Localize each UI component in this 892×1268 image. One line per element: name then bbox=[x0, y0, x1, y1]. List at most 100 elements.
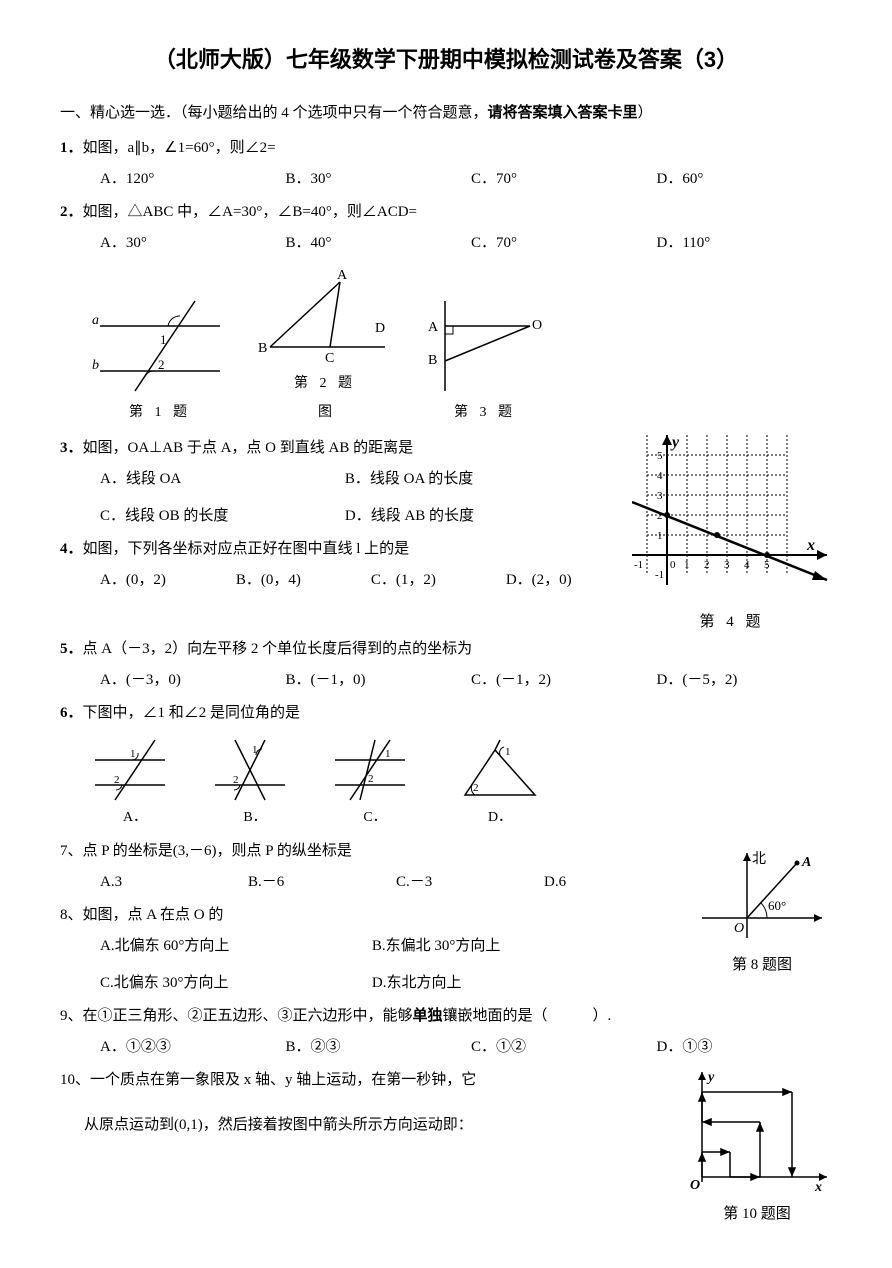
q3-opt-c: C．线段 OB 的长度 bbox=[100, 503, 335, 530]
q3-opt-a: A．线段 OA bbox=[100, 466, 335, 493]
q-num: 10、 bbox=[60, 1072, 90, 1088]
q-num: 7、 bbox=[60, 843, 83, 859]
label-B: B bbox=[428, 353, 437, 368]
q-num: 9、 bbox=[60, 1008, 83, 1024]
page-title: （北师大版）七年级数学下册期中模拟检测试卷及答案（3） bbox=[60, 40, 832, 80]
q7-opt-a: A.3 bbox=[100, 869, 238, 896]
question-9: 9、在①正三角形、②正五边形、③正六边形中，能够单独镶嵌地面的是（ ）. A．①… bbox=[60, 1003, 832, 1061]
svg-text:2: 2 bbox=[473, 782, 479, 794]
section-header: 一、精心选一选．（每小题给出的 4 个选项中只有一个符合题意，请将答案填入答案卡… bbox=[60, 100, 832, 127]
q5-opt-a: A．(－3，0) bbox=[100, 667, 276, 694]
q9-suffix: 镶嵌地面的是（ ）. bbox=[443, 1008, 612, 1024]
q-text: 点 P 的坐标是(3,－6)，则点 P 的纵坐标是 bbox=[83, 843, 352, 859]
label-D: D bbox=[375, 321, 385, 336]
q-text: 如图，点 A 在点 O 的 bbox=[83, 907, 224, 923]
fig2-label: 第 2 题 bbox=[250, 371, 400, 396]
label-x: x bbox=[814, 1180, 822, 1195]
q1-opt-c: C．70° bbox=[471, 166, 647, 193]
q-num: 8、 bbox=[60, 907, 83, 923]
label-a: a bbox=[92, 313, 99, 328]
section-prefix: 一、精心选一选．（每小题给出的 4 个选项中只有一个符合题意， bbox=[60, 105, 488, 121]
q5-opt-d: D．(－5，2) bbox=[657, 667, 833, 694]
question-3: 3．如图，OA⊥AB 于点 A，点 O 到直线 AB 的距离是 A．线段 OA … bbox=[60, 435, 832, 530]
label-b: b bbox=[92, 358, 99, 373]
q9-opt-a: A．①②③ bbox=[100, 1034, 276, 1061]
q1-opt-a: A．120° bbox=[100, 166, 276, 193]
label-1: 1 bbox=[160, 332, 167, 347]
question-2: 2．如图，△ABC 中，∠A=30°，∠B=40°，则∠ACD= A．30° B… bbox=[60, 199, 832, 257]
q6-fig-d: 1 2 D． bbox=[450, 735, 550, 830]
figures-row-1: a b 1 2 第 1 题 A B C D 第 2 题 图 A bbox=[90, 267, 832, 425]
question-6: 6．下图中，∠1 和∠2 是同位角的是 12 A． 12 B． 12 C． 12… bbox=[60, 700, 832, 830]
q-num: 1． bbox=[60, 140, 83, 156]
q3-opt-b: B．线段 OA 的长度 bbox=[345, 466, 580, 493]
fig1-label: 第 1 题 bbox=[90, 400, 230, 425]
svg-text:1: 1 bbox=[130, 748, 136, 760]
q-text: 点 A（－3，2）向左平移 2 个单位长度后得到的点的坐标为 bbox=[83, 641, 473, 657]
q6-label-c: C． bbox=[330, 805, 420, 830]
q-num: 4． bbox=[60, 541, 83, 557]
svg-text:1: 1 bbox=[385, 748, 391, 760]
label-A: A bbox=[337, 268, 348, 283]
q8-opt-c: C.北偏东 30°方向上 bbox=[100, 970, 362, 997]
figure-3: A B O 第 3 题 bbox=[420, 296, 550, 425]
q9-prefix: 在①正三角形、②正五边形、③正六边形中，能够 bbox=[83, 1008, 413, 1024]
q6-label-a: A． bbox=[90, 805, 180, 830]
q-num: 3． bbox=[60, 440, 83, 456]
figure-2: A B C D 第 2 题 图 bbox=[250, 267, 400, 425]
svg-text:2: 2 bbox=[368, 773, 374, 785]
q3-opt-d: D．线段 AB 的长度 bbox=[345, 503, 580, 530]
question-7: 7、点 P 的坐标是(3,－6)，则点 P 的纵坐标是 A.3 B.－6 C.－… bbox=[60, 838, 832, 896]
q9-opt-c: C．①② bbox=[471, 1034, 647, 1061]
q7-opt-d: D.6 bbox=[544, 869, 682, 896]
q-text: 如图，OA⊥AB 于点 A，点 O 到直线 AB 的距离是 bbox=[83, 440, 414, 456]
label-B: B bbox=[258, 341, 267, 356]
question-4: 4．如图，下列各坐标对应点正好在图中直线 l 上的是 A．(0，2) B．(0，… bbox=[60, 536, 832, 594]
svg-text:1: 1 bbox=[252, 744, 258, 756]
label-C: C bbox=[325, 351, 334, 366]
q7-opt-c: C.－3 bbox=[396, 869, 534, 896]
q6-label-b: B． bbox=[210, 805, 300, 830]
figure-1: a b 1 2 第 1 题 bbox=[90, 296, 230, 425]
q10-text1: 一个质点在第一象限及 x 轴、y 轴上运动，在第一秒钟，它 bbox=[90, 1072, 476, 1088]
label-O: O bbox=[690, 1178, 700, 1193]
q2-opt-a: A．30° bbox=[100, 230, 276, 257]
q1-opt-b: B．30° bbox=[286, 166, 462, 193]
q4-opt-d: D．(2，0) bbox=[506, 567, 572, 594]
q2-opt-d: D．110° bbox=[657, 230, 833, 257]
q-text: 如图，a∥b，∠1=60°，则∠2= bbox=[83, 140, 276, 156]
q8-opt-d: D.东北方向上 bbox=[372, 970, 634, 997]
fig4-label: 第 4 题 bbox=[632, 609, 832, 636]
fig10-label: 第 10 题图 bbox=[682, 1201, 832, 1228]
q1-opt-d: D．60° bbox=[657, 166, 833, 193]
q-num: 6． bbox=[60, 705, 83, 721]
fig1-svg: a b 1 2 bbox=[90, 296, 230, 396]
q9-opt-d: D．①③ bbox=[657, 1034, 833, 1061]
q5-opt-b: B．(－1，0) bbox=[286, 667, 462, 694]
question-8: 8、如图，点 A 在点 O 的 A.北偏东 60°方向上 B.东偏北 30°方向… bbox=[60, 902, 832, 997]
q6-label-d: D． bbox=[450, 805, 550, 830]
q5-opt-c: C．(－1，2) bbox=[471, 667, 647, 694]
q2-opt-b: B．40° bbox=[286, 230, 462, 257]
question-1: 1．如图，a∥b，∠1=60°，则∠2= A．120° B．30° C．70° … bbox=[60, 135, 832, 193]
q-num: 5． bbox=[60, 641, 83, 657]
q10-text2: 从原点运动到(0,1)，然后接着按图中箭头所示方向运动即： bbox=[84, 1117, 473, 1133]
label-2: 2 bbox=[158, 357, 165, 372]
question-10: 10、一个质点在第一象限及 x 轴、y 轴上运动，在第一秒钟，它 从原点运动到(… bbox=[60, 1067, 832, 1139]
q-num: 2． bbox=[60, 204, 83, 220]
fig3-svg: A B O bbox=[420, 296, 550, 396]
question-5: 5．点 A（－3，2）向左平移 2 个单位长度后得到的点的坐标为 A．(－3，0… bbox=[60, 636, 832, 694]
q8-opt-b: B.东偏北 30°方向上 bbox=[372, 933, 634, 960]
section-suffix: ） bbox=[638, 105, 653, 121]
q9-opt-b: B．②③ bbox=[286, 1034, 462, 1061]
svg-text:2: 2 bbox=[233, 774, 239, 786]
q-text: 如图，△ABC 中，∠A=30°，∠B=40°，则∠ACD= bbox=[83, 204, 417, 220]
svg-text:1: 1 bbox=[505, 746, 511, 758]
q6-fig-b: 1 2 B． bbox=[210, 735, 300, 830]
q6-fig-a: 12 A． bbox=[90, 735, 180, 830]
fig3-label: 第 3 题 bbox=[420, 400, 550, 425]
q4-opt-a: A．(0，2) bbox=[100, 567, 166, 594]
q8-opt-a: A.北偏东 60°方向上 bbox=[100, 933, 362, 960]
q-text: 下图中，∠1 和∠2 是同位角的是 bbox=[83, 705, 301, 721]
q4-opt-b: B．(0，4) bbox=[236, 567, 301, 594]
